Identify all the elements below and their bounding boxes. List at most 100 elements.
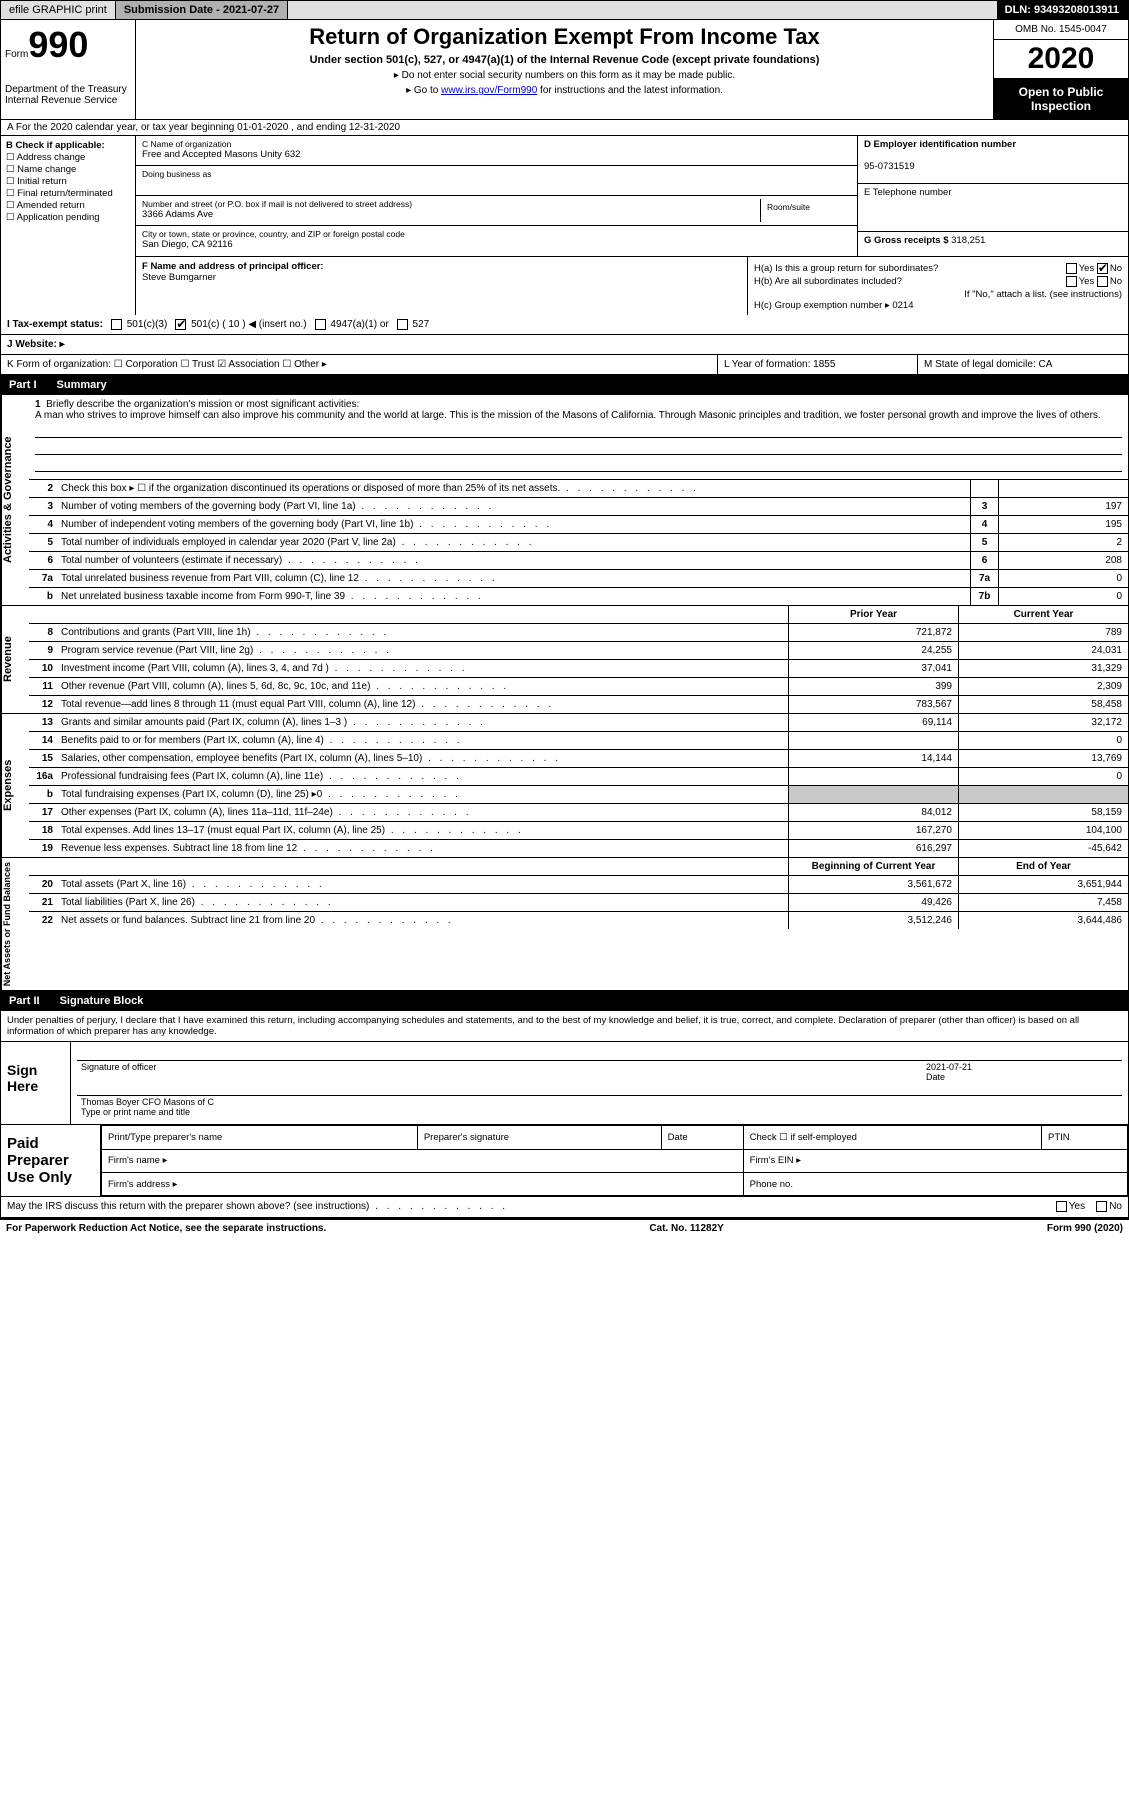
gov-line-b: b Net unrelated business taxable income … (29, 588, 1128, 605)
discuss-row: May the IRS discuss this return with the… (0, 1197, 1129, 1217)
prep-date-lbl: Date (661, 1126, 743, 1149)
form-990-num: 990 (28, 24, 88, 65)
e-lbl: E Telephone number (864, 187, 952, 198)
paid-preparer-block: Paid Preparer Use Only Print/Type prepar… (0, 1125, 1129, 1197)
j-lbl: J Website: ▸ (7, 339, 65, 350)
gov-line-3: 3 Number of voting members of the govern… (29, 498, 1128, 516)
net-section: Net Assets or Fund Balances Beginning of… (0, 858, 1129, 991)
i-4947[interactable] (315, 319, 326, 330)
part2-num: Part II (9, 995, 40, 1007)
form-number-cell: Form990 Department of the Treasury Inter… (1, 20, 136, 119)
form-word: Form (5, 49, 28, 60)
firm-addr-lbl: Firm's address ▸ (102, 1173, 744, 1196)
col-c: C Name of organization Free and Accepted… (136, 136, 858, 256)
i-501c[interactable] (175, 319, 186, 330)
gross-receipts: 318,251 (951, 235, 985, 246)
mission-num: 1 (35, 399, 41, 410)
chk-address[interactable]: ☐ Address change (6, 152, 130, 163)
row-a-period: A For the 2020 calendar year, or tax yea… (0, 120, 1129, 136)
footer-left: For Paperwork Reduction Act Notice, see … (6, 1223, 326, 1234)
exp-line-18: 18 Total expenses. Add lines 13–17 (must… (29, 822, 1128, 840)
ha-yes[interactable] (1066, 263, 1077, 274)
addr-val: 3366 Adams Ave (142, 209, 760, 220)
gov-section: Activities & Governance 1 Briefly descri… (0, 395, 1129, 606)
sig-name: Thomas Boyer CFO Masons of C (81, 1097, 214, 1107)
vlabel-gov: Activities & Governance (1, 395, 29, 605)
g-lbl: G Gross receipts $ (864, 235, 951, 246)
firm-ein-lbl: Firm's EIN ▸ (743, 1149, 1127, 1172)
sign-here-lbl: Sign Here (1, 1042, 71, 1124)
b-title: B Check if applicable: (6, 140, 105, 151)
exp-section: Expenses 13 Grants and similar amounts p… (0, 714, 1129, 858)
part1-title: Summary (57, 379, 107, 391)
m-state: M State of legal domicile: CA (918, 355, 1128, 374)
city-val: San Diego, CA 92116 (142, 239, 851, 250)
mission-text: A man who strives to improve himself can… (35, 410, 1101, 421)
sig-officer-lbl: Signature of officer (77, 1061, 922, 1083)
rev-section: Revenue Prior Year Current Year 8 Contri… (0, 606, 1129, 714)
exp-line-17: 17 Other expenses (Part IX, column (A), … (29, 804, 1128, 822)
tax-year: 2020 (994, 40, 1128, 79)
footer-form: Form 990 (2020) (1047, 1223, 1123, 1234)
part2-header: Part II Signature Block (0, 991, 1129, 1011)
efile-label: efile GRAPHIC print (1, 1, 116, 19)
chk-final[interactable]: ☐ Final return/terminated (6, 188, 130, 199)
f-lbl: F Name and address of principal officer: (142, 261, 324, 272)
exp-line-19: 19 Revenue less expenses. Subtract line … (29, 840, 1128, 857)
rev-line-8: 8 Contributions and grants (Part VIII, l… (29, 624, 1128, 642)
l-year: L Year of formation: 1855 (718, 355, 918, 374)
vlabel-rev: Revenue (1, 606, 29, 713)
chk-initial[interactable]: ☐ Initial return (6, 176, 130, 187)
i-501c3[interactable] (111, 319, 122, 330)
row-j: J Website: ▸ (0, 335, 1129, 355)
chk-pending[interactable]: ☐ Application pending (6, 212, 130, 223)
hb-note: If "No," attach a list. (see instruction… (754, 289, 1122, 300)
prep-selfemp[interactable]: Check ☐ if self-employed (743, 1126, 1041, 1149)
prep-name-lbl: Print/Type preparer's name (102, 1126, 418, 1149)
hb-yes[interactable] (1066, 276, 1077, 287)
room-lbl: Room/suite (767, 202, 845, 212)
chk-amended[interactable]: ☐ Amended return (6, 200, 130, 211)
d-lbl: D Employer identification number (864, 139, 1016, 150)
omb-no: OMB No. 1545-0047 (994, 20, 1128, 40)
subtitle-2b: ▸ Go to www.irs.gov/Form990 for instruct… (140, 85, 989, 96)
officer-name: Steve Bumgarner (142, 272, 216, 283)
net-line-20: 20 Total assets (Part X, line 16) 3,561,… (29, 876, 1128, 894)
part1-header: Part I Summary (0, 375, 1129, 395)
rev-line-10: 10 Investment income (Part VIII, column … (29, 660, 1128, 678)
discuss-no[interactable] (1096, 1201, 1107, 1212)
k-form-org: K Form of organization: ☐ Corporation ☐ … (1, 355, 718, 374)
discuss-yes[interactable] (1056, 1201, 1067, 1212)
hc-val: H(c) Group exemption number ▸ 0214 (754, 300, 1122, 311)
part2-title: Signature Block (60, 995, 144, 1007)
hdr-end-year: End of Year (958, 858, 1128, 875)
net-line-22: 22 Net assets or fund balances. Subtract… (29, 912, 1128, 929)
exp-line-14: 14 Benefits paid to or for members (Part… (29, 732, 1128, 750)
c-name-lbl: C Name of organization (142, 139, 851, 149)
dln-label: DLN: 93493208013911 (997, 1, 1128, 19)
form990-link[interactable]: www.irs.gov/Form990 (441, 85, 537, 96)
gov-line-6: 6 Total number of volunteers (estimate i… (29, 552, 1128, 570)
exp-line-13: 13 Grants and similar amounts paid (Part… (29, 714, 1128, 732)
submission-date-btn[interactable]: Submission Date - 2021-07-27 (116, 1, 288, 19)
firm-name-lbl: Firm's name ▸ (102, 1149, 744, 1172)
firm-phone-lbl: Phone no. (743, 1173, 1127, 1196)
footer-cat: Cat. No. 11282Y (649, 1223, 723, 1234)
ein-val: 95-0731519 (864, 161, 915, 172)
hb-no[interactable] (1097, 276, 1108, 287)
ha-no[interactable] (1097, 263, 1108, 274)
chk-name[interactable]: ☐ Name change (6, 164, 130, 175)
hdr-current-year: Current Year (958, 606, 1128, 623)
rev-line-11: 11 Other revenue (Part VIII, column (A),… (29, 678, 1128, 696)
top-bar: efile GRAPHIC print Submission Date - 20… (0, 0, 1129, 20)
hdr-begin-year: Beginning of Current Year (788, 858, 958, 875)
discuss-q: May the IRS discuss this return with the… (7, 1201, 508, 1212)
row-i: I Tax-exempt status: 501(c)(3) 501(c) ( … (0, 315, 1129, 335)
gov-line-5: 5 Total number of individuals employed i… (29, 534, 1128, 552)
vlabel-exp: Expenses (1, 714, 29, 857)
main-title: Return of Organization Exempt From Incom… (140, 24, 989, 50)
sign-here-block: Sign Here Signature of officer 2021-07-2… (0, 1042, 1129, 1125)
omb-cell: OMB No. 1545-0047 2020 Open to Public In… (993, 20, 1128, 119)
dba-lbl: Doing business as (142, 169, 851, 179)
i-527[interactable] (397, 319, 408, 330)
